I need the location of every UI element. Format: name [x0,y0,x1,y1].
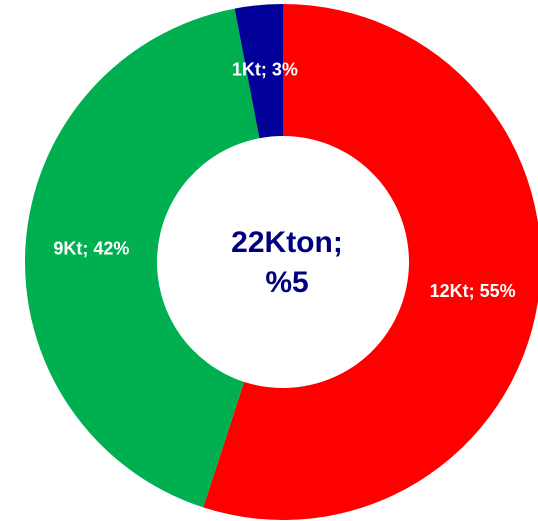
center-label: 22Kton; [231,226,343,259]
center-label: %5 [265,266,308,299]
donut-segment [25,8,260,508]
donut-segment [203,4,538,520]
data-label: 12Kt; 55% [430,281,516,301]
data-label: 1Kt; 3% [232,60,298,80]
data-label: 9Kt; 42% [53,239,129,259]
donut-segment [234,4,283,139]
